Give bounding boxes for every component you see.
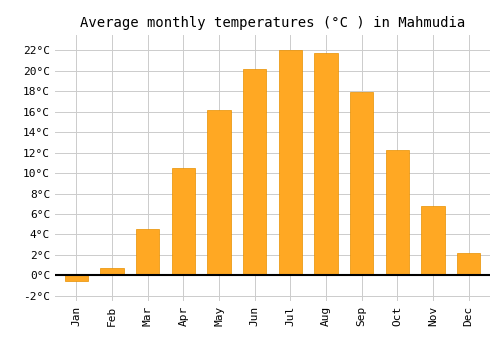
Bar bbox=[172, 168, 195, 275]
Bar bbox=[350, 92, 373, 275]
Bar bbox=[208, 110, 231, 275]
Bar bbox=[136, 229, 160, 275]
Bar bbox=[457, 253, 480, 275]
Bar bbox=[422, 206, 444, 275]
Bar bbox=[386, 149, 409, 275]
Bar bbox=[278, 50, 302, 275]
Title: Average monthly temperatures (°C ) in Mahmudia: Average monthly temperatures (°C ) in Ma… bbox=[80, 16, 465, 30]
Bar bbox=[65, 275, 88, 281]
Bar bbox=[243, 69, 266, 275]
Bar bbox=[100, 268, 124, 275]
Bar bbox=[314, 54, 338, 275]
